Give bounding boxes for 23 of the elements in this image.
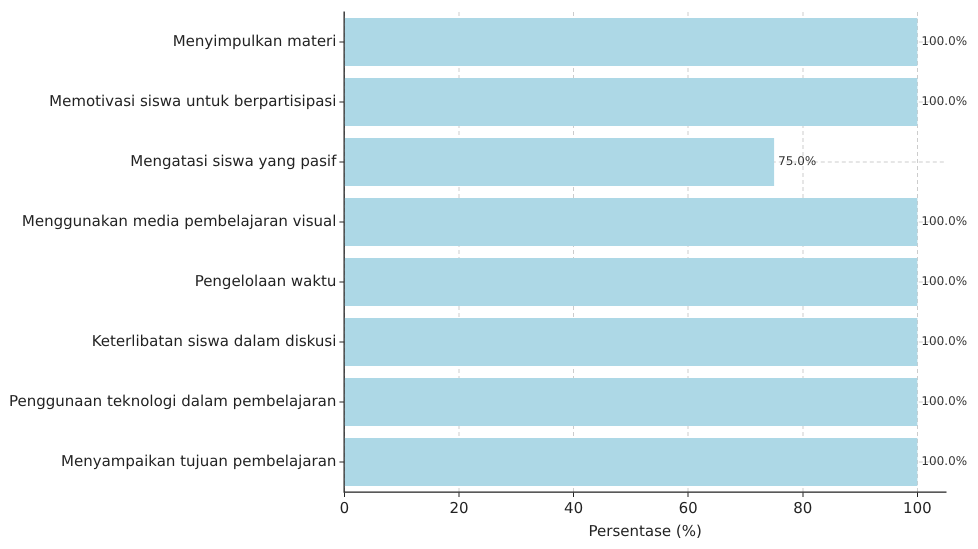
data-label: 100.0% xyxy=(921,394,968,408)
data-label: 75.0% xyxy=(778,154,816,168)
x-tick-label: 20 xyxy=(449,498,469,517)
y-tick-label: Menyimpulkan materi xyxy=(172,32,336,50)
y-tick-label: Pengelolaan waktu xyxy=(194,272,336,290)
y-tick-label: Mengatasi siswa yang pasif xyxy=(130,152,338,170)
y-tick-label: Menggunakan media pembelajaran visual xyxy=(22,212,336,230)
x-tick-label: 0 xyxy=(340,498,350,517)
x-tick-label: 100 xyxy=(903,498,932,517)
y-tick-label: Memotivasi siswa untuk berpartisipasi xyxy=(49,92,336,110)
y-tick-label: Keterlibatan siswa dalam diskusi xyxy=(92,332,336,350)
y-tick-label: Menyampaikan tujuan pembelajaran xyxy=(61,452,336,470)
data-label: 100.0% xyxy=(921,274,968,288)
data-label: 100.0% xyxy=(921,214,968,228)
x-axis-title: Persentase (%) xyxy=(588,522,702,540)
x-tick-label: 80 xyxy=(793,498,812,517)
data-label: 100.0% xyxy=(921,334,968,348)
data-label: 100.0% xyxy=(921,94,968,108)
data-label: 100.0% xyxy=(921,34,968,48)
x-tick-label: 40 xyxy=(564,498,584,517)
x-tick-label: 60 xyxy=(678,498,698,517)
data-label: 100.0% xyxy=(921,454,968,468)
y-tick-label: Penggunaan teknologi dalam pembelajaran xyxy=(8,392,336,410)
